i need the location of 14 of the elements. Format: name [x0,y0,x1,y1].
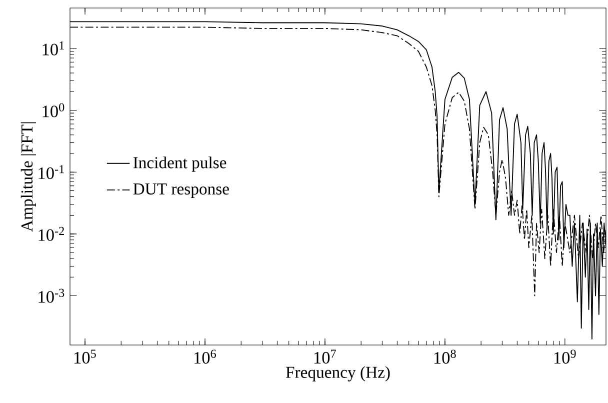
y-tick-label: 10$^{-1}$ [38,165,64,180]
y-tick-label: 10$^{0}$ [42,103,64,118]
y-axis-title: Amplitude |FFT| [20,122,36,232]
x-tick-label: 10$^{9}$ [554,350,576,364]
x-tick-label: 10$^{7}$ [314,350,336,364]
y-tick-label: 10$^{-3}$ [38,288,64,303]
x-tick-label: 10$^{8}$ [434,350,456,364]
x-axis-title: Frequency (Hz) [286,366,390,382]
x-tick-label: 10$^{6}$ [194,350,216,364]
legend-label: DUT response [133,183,229,198]
y-tick-label: 10$^{1}$ [42,41,64,56]
x-tick-label: 10$^{5}$ [74,350,96,364]
legend-label: Incident pulse [133,156,226,172]
y-tick-label: 10$^{-2}$ [38,226,64,241]
